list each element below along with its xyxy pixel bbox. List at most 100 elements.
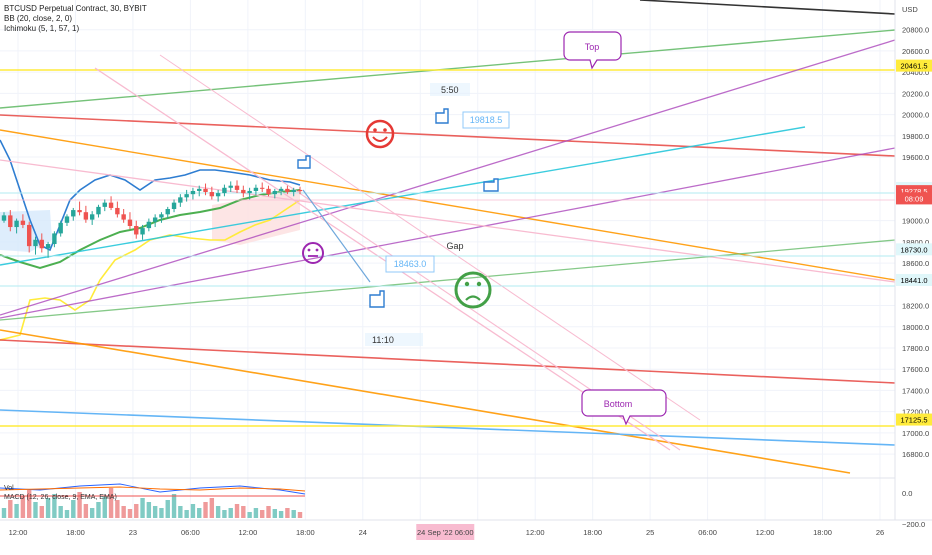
time-tick-2: 23 bbox=[129, 528, 137, 537]
candle bbox=[291, 189, 296, 193]
price-tick-10: 18200.0 bbox=[902, 302, 929, 311]
time-tick-11: 25 bbox=[646, 528, 654, 537]
macd-tick-1: −200.0 bbox=[902, 520, 925, 529]
legend-ichimoku[interactable]: Ichimoku (5, 1, 57, 1) bbox=[4, 24, 80, 33]
price-tag-bg-6 bbox=[896, 413, 932, 426]
volume-bar bbox=[159, 508, 164, 518]
annotation-bottom[interactable]: Bottom bbox=[581, 389, 667, 426]
candle bbox=[83, 212, 89, 220]
candle bbox=[228, 185, 233, 188]
price-tick-2: 20400.0 bbox=[902, 68, 929, 77]
time-tick-13: 12:00 bbox=[756, 528, 775, 537]
candlestick-series bbox=[1, 180, 303, 258]
candle bbox=[39, 239, 44, 249]
price-callout-upper: 19818.5 bbox=[462, 111, 510, 129]
annotation-gap: Gap bbox=[446, 241, 463, 251]
price-tick-5: 19800.0 bbox=[902, 132, 929, 141]
volume-bar bbox=[39, 506, 44, 518]
volume-bar bbox=[209, 498, 215, 518]
time-tick-0: 12:00 bbox=[9, 528, 28, 537]
volume-bar bbox=[272, 509, 278, 518]
candle bbox=[203, 188, 208, 193]
time-tick-6: 24 bbox=[359, 528, 367, 537]
legend-symbol[interactable]: BTCUSD Perpetual Contract, 30, BYBIT bbox=[4, 4, 147, 13]
candle bbox=[165, 209, 170, 215]
volume-bar bbox=[146, 502, 152, 518]
macd-tick-0: 0.0 bbox=[902, 489, 912, 498]
candle bbox=[285, 188, 290, 193]
hand-pointer-icon bbox=[297, 108, 499, 308]
time-tick-10: 18:00 bbox=[583, 528, 602, 537]
candle bbox=[77, 210, 82, 213]
volume-bar bbox=[253, 508, 259, 518]
time-tick-3: 06:00 bbox=[181, 528, 200, 537]
volume-bar bbox=[247, 512, 252, 518]
time-tick-7: 24 Sep '22 06:00 bbox=[417, 528, 473, 537]
bb-lower-line bbox=[0, 199, 301, 341]
price-tick-1: 20600.0 bbox=[902, 47, 929, 56]
price-tick-16: 17000.0 bbox=[902, 429, 929, 438]
legend-macd[interactable]: MACD (12, 26, close, 9, EMA, EMA) bbox=[4, 494, 117, 501]
candle bbox=[20, 220, 26, 225]
legend-bb[interactable]: BB (20, close, 2, 0) bbox=[4, 14, 73, 23]
price-tick-12: 17800.0 bbox=[902, 344, 929, 353]
volume-bar bbox=[71, 500, 76, 518]
candle bbox=[64, 216, 70, 223]
candle bbox=[222, 187, 227, 194]
price-axis: 20800.0 20600.0 20400.0 20200.0 20000.0 19800… bbox=[902, 5, 929, 529]
volume-bar bbox=[58, 506, 63, 518]
candle bbox=[197, 188, 202, 191]
volume-bar bbox=[108, 488, 114, 518]
candle bbox=[115, 207, 120, 215]
volume-bar bbox=[278, 511, 284, 518]
volume-bar bbox=[190, 504, 196, 518]
price-tick-15: 17200.0 bbox=[902, 408, 929, 417]
volume-bar bbox=[260, 510, 265, 518]
candle bbox=[146, 221, 152, 229]
candle bbox=[33, 239, 38, 247]
price-tick-8: 18800.0 bbox=[902, 238, 929, 247]
time-axis: 12:00 18:00 23 06:00 12:00 18:00 24 24 Sep '22 … bbox=[9, 524, 884, 540]
candle bbox=[234, 185, 240, 190]
volume-bar bbox=[115, 500, 120, 518]
candle bbox=[241, 189, 246, 194]
price-tick-4: 20000.0 bbox=[902, 111, 929, 120]
macd-signal-line bbox=[0, 486, 306, 492]
ichimoku-cloud-right bbox=[212, 190, 300, 245]
volume-bar bbox=[140, 498, 145, 518]
price-tick-0: 20800.0 bbox=[902, 26, 929, 35]
volume-bar bbox=[184, 510, 189, 518]
candle bbox=[96, 206, 101, 215]
volume-bar bbox=[26, 490, 32, 518]
volume-bar bbox=[64, 510, 70, 518]
volume-bar bbox=[134, 504, 139, 518]
volume-bar bbox=[33, 502, 38, 518]
sub-pane-legend: Vol MACD (12, 26, close, 9, EMA, EMA) bbox=[4, 484, 117, 502]
volume-bar bbox=[20, 496, 26, 518]
price-unit: USD bbox=[902, 5, 918, 14]
bb-upper-line bbox=[0, 139, 301, 252]
price-tick-13: 17600.0 bbox=[902, 365, 929, 374]
price-tick-14: 17400.0 bbox=[902, 386, 929, 395]
price-tick-9: 18600.0 bbox=[902, 259, 929, 268]
volume-bar bbox=[45, 498, 51, 518]
price-tick-11: 18000.0 bbox=[902, 323, 929, 332]
price-tick-3: 20200.0 bbox=[902, 89, 929, 98]
price-tag-bg-3 bbox=[896, 192, 932, 205]
candle bbox=[272, 190, 278, 195]
annotation-top[interactable]: Top bbox=[563, 31, 622, 70]
legend-vol[interactable]: Vol bbox=[4, 485, 14, 492]
volume-bar bbox=[171, 494, 177, 518]
smiley-worried-icon bbox=[454, 271, 492, 309]
price-tick-6: 19600.0 bbox=[902, 153, 929, 162]
time-box-a: 5:50 bbox=[441, 85, 459, 95]
candle bbox=[297, 189, 303, 192]
volume-bar bbox=[52, 494, 57, 518]
candle bbox=[152, 217, 158, 222]
price-tag-bg-0 bbox=[896, 59, 932, 72]
candle bbox=[121, 214, 126, 220]
price-tag-5: 18441.0 bbox=[900, 276, 927, 285]
candle bbox=[159, 214, 164, 218]
